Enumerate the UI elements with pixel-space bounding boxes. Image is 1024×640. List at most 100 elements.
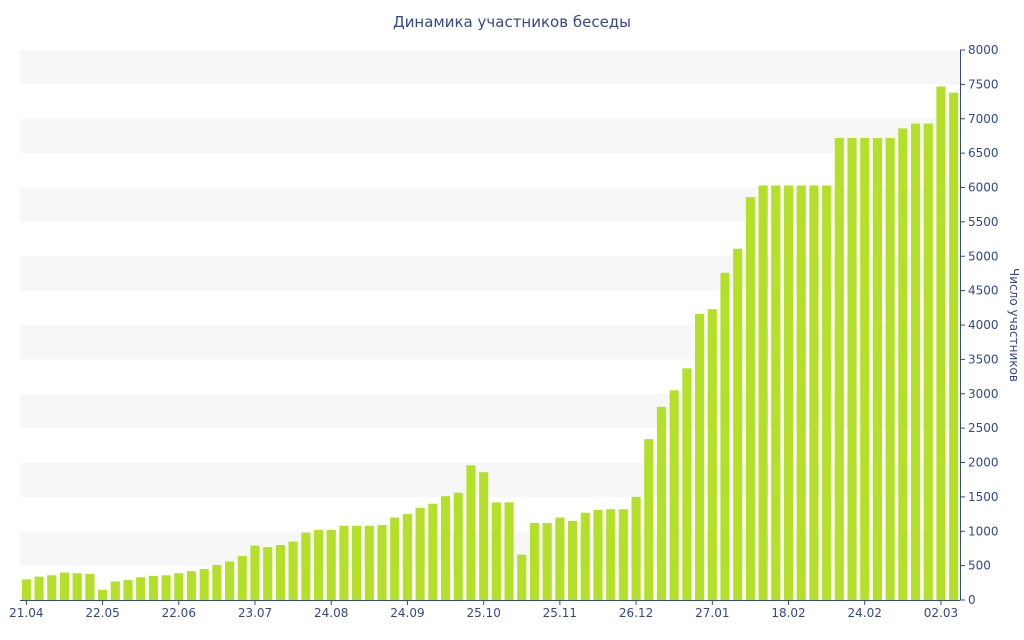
bar xyxy=(936,86,946,600)
bar xyxy=(377,525,387,600)
chart-title: Динамика участников беседы xyxy=(392,13,632,31)
y-tick-label: 7000 xyxy=(968,112,999,126)
bar xyxy=(669,390,679,600)
y-tick-label: 500 xyxy=(968,559,991,573)
grid-band xyxy=(20,256,960,291)
bar xyxy=(872,138,883,600)
bar xyxy=(656,406,667,600)
x-axis-ticks: 21.04 22.05 22.06 23.07 24.08 24.09 25.10 25.11… xyxy=(9,600,958,620)
bar xyxy=(733,248,743,600)
bar xyxy=(428,503,438,600)
bar xyxy=(288,541,298,600)
y-tick-label: 3000 xyxy=(968,387,999,401)
bar xyxy=(479,472,489,600)
bar xyxy=(85,573,95,600)
grid-band xyxy=(20,325,960,360)
bar xyxy=(352,525,362,600)
bar xyxy=(326,529,336,600)
bar xyxy=(567,520,578,600)
bar xyxy=(453,492,463,600)
x-tick-label: 02.03 xyxy=(924,606,958,620)
bar xyxy=(491,502,501,600)
y-tick-label: 1500 xyxy=(968,490,999,504)
y-tick-label: 2000 xyxy=(968,456,999,470)
bar xyxy=(263,547,273,600)
bar xyxy=(440,496,451,600)
bar xyxy=(695,314,705,600)
bar xyxy=(783,185,794,600)
y-axis-ticks: 0 500 1000 1500 2000 2500 3000 3500 4000 4500 5000… xyxy=(960,43,999,607)
bar xyxy=(313,529,324,600)
bar xyxy=(504,502,514,600)
bar xyxy=(161,575,171,600)
bar xyxy=(301,532,311,600)
y-axis-title: Число участников xyxy=(1007,268,1021,382)
bar xyxy=(949,92,959,600)
x-tick-label: 27.01 xyxy=(695,606,729,620)
bar xyxy=(542,523,552,600)
bar xyxy=(758,185,768,600)
bar xyxy=(618,509,628,600)
bar xyxy=(237,556,247,600)
y-tick-label: 2500 xyxy=(968,421,999,435)
bar xyxy=(97,589,108,600)
bar xyxy=(847,138,857,600)
bar xyxy=(110,581,120,600)
bar xyxy=(682,368,692,600)
x-tick-label: 26.12 xyxy=(619,606,653,620)
bar xyxy=(148,575,158,600)
bar xyxy=(250,545,260,600)
x-tick-label: 22.05 xyxy=(85,606,119,620)
bar xyxy=(555,517,565,600)
bar xyxy=(136,577,146,600)
bar xyxy=(339,525,349,600)
y-tick-label: 5000 xyxy=(968,249,999,263)
bar xyxy=(415,507,425,600)
bar xyxy=(898,128,908,600)
grid-band xyxy=(20,118,960,154)
bar xyxy=(390,517,400,600)
bar xyxy=(186,571,197,600)
bar xyxy=(644,439,654,600)
grid-band xyxy=(20,187,960,222)
y-tick-label: 1000 xyxy=(968,524,999,538)
x-tick-label: 25.10 xyxy=(466,606,500,620)
x-tick-label: 25.11 xyxy=(543,606,577,620)
bar xyxy=(834,138,844,600)
bar xyxy=(199,569,209,600)
x-tick-label: 24.09 xyxy=(390,606,424,620)
x-tick-label: 23.07 xyxy=(238,606,272,620)
bar xyxy=(720,272,730,600)
bar xyxy=(809,185,819,600)
bar xyxy=(745,197,755,600)
bar-series xyxy=(21,86,959,600)
grid-band xyxy=(20,462,960,497)
x-tick-label: 21.04 xyxy=(9,606,43,620)
bar xyxy=(517,554,527,600)
bar xyxy=(47,575,57,600)
bar xyxy=(402,514,413,600)
bar xyxy=(707,309,717,600)
y-tick-label: 7500 xyxy=(968,77,999,91)
grid-bands xyxy=(20,50,960,566)
bar xyxy=(466,465,476,600)
y-tick-label: 4500 xyxy=(968,284,999,298)
grid-band xyxy=(20,50,960,85)
bar xyxy=(59,572,70,600)
x-tick-label: 22.06 xyxy=(162,606,196,620)
bar xyxy=(822,185,832,600)
bar xyxy=(606,509,616,600)
bar xyxy=(580,512,590,600)
bar xyxy=(21,579,31,600)
bar xyxy=(174,573,184,600)
y-tick-label: 6500 xyxy=(968,146,999,160)
y-tick-label: 6000 xyxy=(968,181,999,195)
bar xyxy=(771,185,781,600)
bar xyxy=(593,509,603,600)
x-tick-label: 24.08 xyxy=(314,606,348,620)
y-tick-label: 0 xyxy=(968,593,976,607)
y-tick-label: 8000 xyxy=(968,43,999,57)
x-tick-label: 18.02 xyxy=(771,606,805,620)
bar xyxy=(275,545,285,600)
